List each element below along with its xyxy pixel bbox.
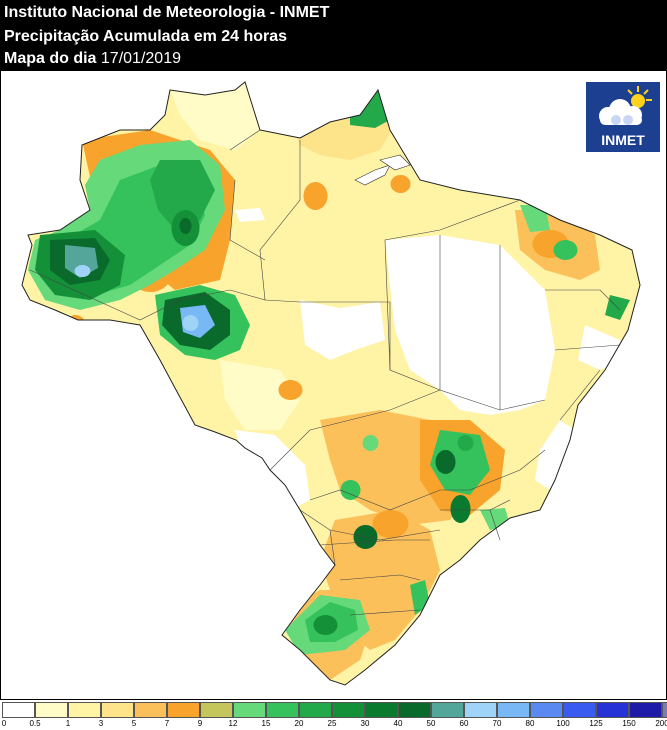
legend-swatch: [68, 702, 101, 718]
legend-tick-label: 70: [492, 719, 502, 728]
legend-swatch: [497, 702, 530, 718]
legend-tick-label: 25: [327, 719, 337, 728]
legend-swatch: [35, 702, 68, 718]
legend-tick-label: 30: [360, 719, 370, 728]
legend-swatch: [530, 702, 563, 718]
institute-title: Instituto Nacional de Meteorologia - INM…: [4, 4, 330, 21]
legend-swatch: [233, 702, 266, 718]
legend-tick-label: 1: [65, 719, 71, 728]
legend-swatch: [134, 702, 167, 718]
map-date-line: Mapa do dia 17/01/2019: [4, 49, 181, 69]
state-borders: [29, 121, 621, 616]
legend-tick-label: 15: [261, 719, 271, 728]
legend-swatch: [266, 702, 299, 718]
legend-swatch: [299, 702, 332, 718]
legend-tick-label: 150: [622, 719, 636, 728]
legend-tick-label: 125: [589, 719, 603, 728]
legend-tick-label: 3: [98, 719, 104, 728]
precipitation-fill: [22, 82, 640, 685]
legend-swatch: [365, 702, 398, 718]
legend-tick-label: 0.5: [29, 719, 41, 728]
legend-swatch: [332, 702, 365, 718]
precipitation-map: [21, 81, 641, 686]
legend-swatch: [629, 702, 662, 718]
legend-tick-label: 50: [426, 719, 436, 728]
map-header: Instituto Nacional de Meteorologia - INM…: [0, 0, 667, 70]
legend-swatch: [167, 702, 200, 718]
legend-swatch: [596, 702, 629, 718]
legend-tick-label: 12: [228, 719, 238, 728]
legend-tick-label: 60: [459, 719, 469, 728]
brazil-outline: [21, 81, 641, 686]
legend-swatch: [464, 702, 497, 718]
logo-text: INMET: [601, 132, 645, 148]
legend-tick-label: 40: [393, 719, 403, 728]
legend-swatch: [662, 702, 667, 718]
legend-tick-label: 100: [556, 719, 570, 728]
sun-cloud-icon: [599, 86, 652, 125]
amazon-delta-islands: [354, 154, 411, 186]
legend-swatch: [2, 702, 35, 718]
legend-swatch: [431, 702, 464, 718]
legend-swatch: [200, 702, 233, 718]
legend-tick-label: 9: [197, 719, 203, 728]
legend-tick-label: 80: [525, 719, 535, 728]
map-date: 17/01/2019: [100, 50, 181, 67]
precipitation-legend: 0 0.5 1 3 5 7 9 12 15 20 25 30 40 50 60 70 80 100 125 150 20…: [0, 702, 667, 730]
legend-tick-label: 5: [131, 719, 137, 728]
legend-tick-label: 7: [164, 719, 170, 728]
legend-tick-label: 200: [655, 719, 667, 728]
inmet-logo: INMET: [586, 82, 660, 152]
legend-tick-label: 20: [294, 719, 304, 728]
map-subtitle: Precipitação Acumulada em 24 horas: [4, 28, 288, 45]
legend-swatch: [398, 702, 431, 718]
legend-tick-label: 0: [1, 719, 7, 728]
map-date-prefix: Mapa do dia: [4, 50, 97, 67]
legend-swatch: [101, 702, 134, 718]
legend-swatch: [563, 702, 596, 718]
